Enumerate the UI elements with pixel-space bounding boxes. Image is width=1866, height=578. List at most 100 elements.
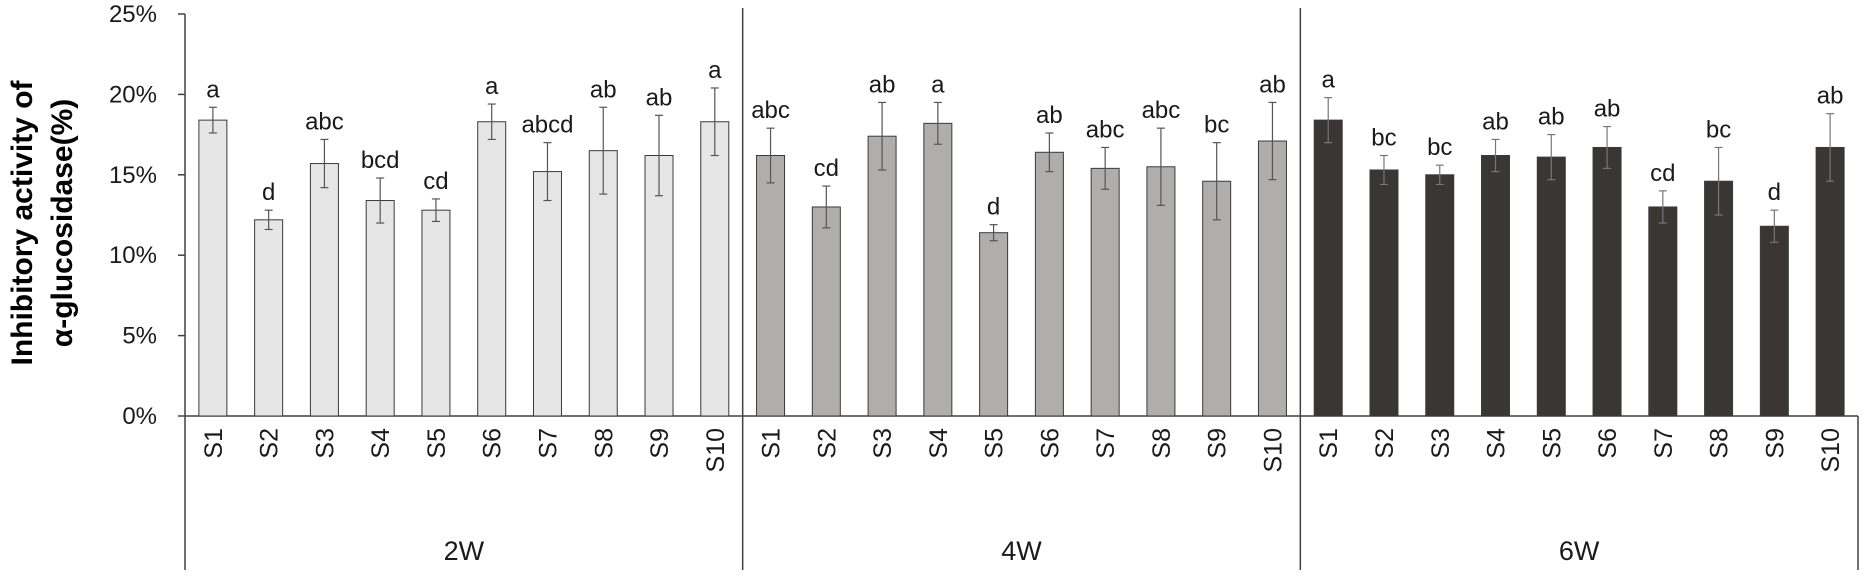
bar (923, 122, 953, 417)
x-tick-label: S2 (1371, 428, 1399, 459)
y-axis-title: Inhibitory activity of α-glucosidase(%) (6, 79, 79, 365)
x-tick-label: S6 (479, 428, 507, 459)
group-label: 4W (1001, 536, 1042, 566)
significance-label: ab (1594, 96, 1621, 123)
bar (1313, 119, 1343, 417)
bar (1815, 146, 1845, 417)
bar (421, 209, 451, 417)
y-axis-title-line-2: α-glucosidase(%) (46, 99, 79, 347)
bar (477, 121, 507, 417)
x-tick-label: S5 (981, 428, 1009, 459)
significance-label: ab (1259, 71, 1286, 98)
significance-label: ab (1482, 108, 1509, 135)
x-tick-label: S1 (200, 428, 228, 459)
significance-label: abc (1142, 97, 1181, 124)
x-tick-label: S3 (1427, 428, 1455, 459)
group-label: 6W (1559, 536, 1600, 566)
x-tick-label: S10 (702, 428, 730, 472)
significance-label: d (1768, 179, 1781, 206)
bars (198, 87, 1845, 417)
y-tick-label: 5% (122, 323, 157, 350)
y-tick-label: 15% (109, 162, 157, 189)
x-tick-label: S9 (1204, 428, 1232, 459)
x-tick-label: S5 (423, 428, 451, 459)
x-tick-label: S2 (813, 428, 841, 459)
bar (979, 232, 1009, 417)
x-tick-label: S10 (1259, 428, 1287, 472)
group-label: 2W (444, 536, 485, 566)
significance-label: ab (1817, 83, 1844, 110)
x-tick-label: S9 (646, 428, 674, 459)
bar (1481, 155, 1511, 417)
significance-label: a (1322, 67, 1336, 94)
x-tick-label: S4 (367, 428, 395, 459)
bar (1592, 146, 1622, 417)
bar (1257, 140, 1287, 417)
significance-label: bc (1706, 116, 1731, 143)
significance-label: a (206, 76, 220, 103)
significance-label: bc (1204, 112, 1229, 139)
bar (532, 171, 562, 417)
x-tick-label: S8 (1706, 428, 1734, 459)
x-tick-label: S4 (1483, 428, 1511, 459)
bar (811, 206, 841, 417)
x-tick-label: S7 (1092, 428, 1120, 459)
bar (700, 121, 730, 417)
bar (365, 200, 395, 417)
significance-label: ab (1538, 104, 1565, 131)
bar (588, 150, 618, 417)
x-tick-label: S9 (1761, 428, 1789, 459)
x-tick-label: S2 (256, 428, 284, 459)
x-tick-label: S4 (925, 428, 953, 459)
bar (867, 135, 897, 417)
significance-label: cd (814, 155, 839, 182)
bar (309, 163, 339, 417)
y-tick-label: 10% (109, 242, 157, 269)
bar (198, 119, 228, 417)
x-tick-label: S7 (1650, 428, 1678, 459)
x-tick-label: S6 (1036, 428, 1064, 459)
bar (1648, 206, 1678, 417)
significance-label: abcd (521, 112, 573, 139)
significance-label: abc (1086, 116, 1125, 143)
bar (1034, 151, 1064, 417)
significance-label: ab (590, 76, 617, 103)
labels: 0%5%10%15%20%25%2WaS1dS2abcS3bcdS4cdS5aS… (109, 1, 1845, 566)
x-tick-label: S5 (1538, 428, 1566, 459)
x-tick-label: S6 (1594, 428, 1622, 459)
x-tick-label: S1 (1315, 428, 1343, 459)
bar (756, 155, 786, 417)
significance-label: abc (305, 108, 344, 135)
y-tick-label: 20% (109, 81, 157, 108)
significance-label: d (262, 179, 275, 206)
significance-label: bc (1427, 134, 1452, 161)
bar (1704, 180, 1734, 417)
significance-label: abc (751, 97, 790, 124)
bar (254, 219, 284, 417)
y-tick-label: 0% (122, 403, 157, 430)
significance-label: bcd (361, 147, 400, 174)
significance-label: ab (646, 84, 673, 111)
bar (644, 155, 674, 417)
significance-label: a (485, 73, 499, 100)
bar (1536, 156, 1566, 417)
x-tick-label: S1 (758, 428, 786, 459)
x-tick-label: S8 (590, 428, 618, 459)
x-tick-label: S3 (869, 428, 897, 459)
significance-label: ab (1036, 102, 1063, 129)
bar (1425, 174, 1455, 417)
significance-label: bc (1371, 125, 1396, 152)
significance-label: cd (1650, 160, 1675, 187)
significance-label: cd (423, 168, 448, 195)
bar (1369, 169, 1399, 417)
x-tick-label: S7 (534, 428, 562, 459)
x-tick-label: S10 (1817, 428, 1845, 472)
y-axis-title-line-1: Inhibitory activity of (6, 79, 39, 365)
x-tick-label: S8 (1148, 428, 1176, 459)
significance-label: ab (869, 71, 896, 98)
x-tick-label: S3 (311, 428, 339, 459)
significance-label: a (931, 71, 945, 98)
y-tick-label: 25% (109, 1, 157, 28)
axes (178, 8, 1859, 570)
